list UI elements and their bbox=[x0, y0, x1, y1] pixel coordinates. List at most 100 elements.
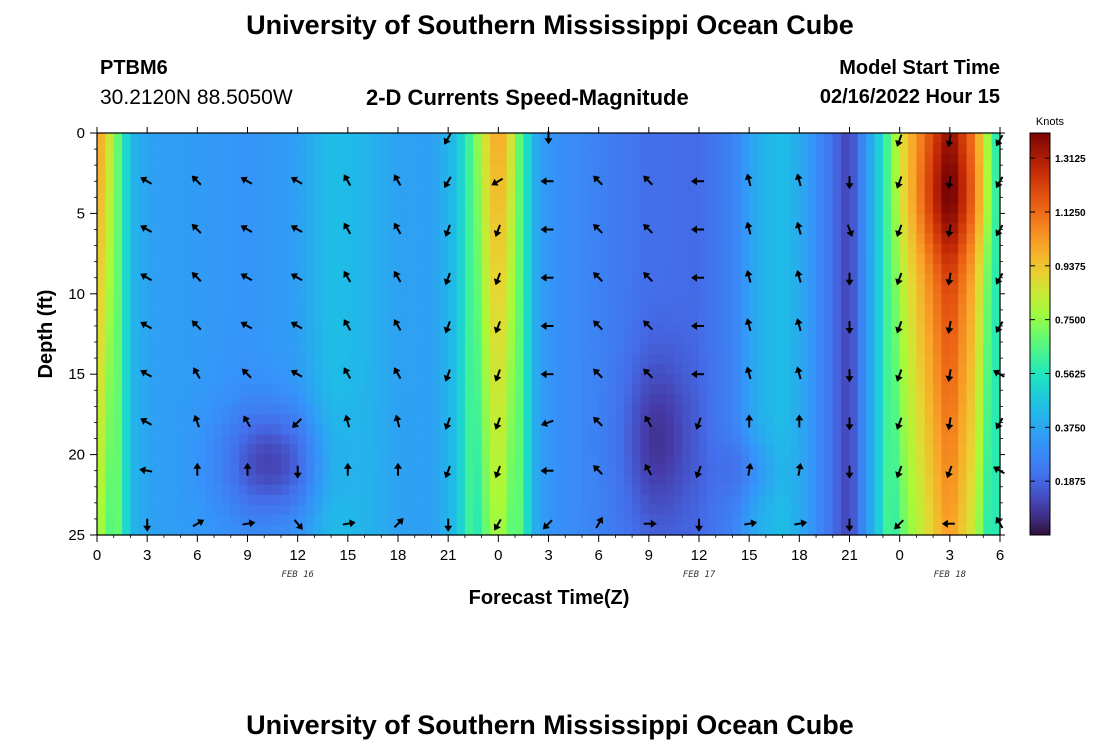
heatmap-cell bbox=[882, 514, 892, 526]
heatmap-cell bbox=[130, 163, 140, 174]
heatmap-cell bbox=[448, 514, 458, 526]
heatmap-cell bbox=[740, 213, 750, 225]
heatmap-cell bbox=[172, 273, 182, 285]
heatmap-cell bbox=[130, 253, 140, 265]
heatmap-cell bbox=[974, 153, 984, 164]
heatmap-cell bbox=[122, 444, 132, 456]
heatmap-cell bbox=[648, 153, 658, 164]
heatmap-cell bbox=[949, 193, 959, 204]
heatmap-cell bbox=[473, 153, 483, 164]
heatmap-cell bbox=[314, 394, 324, 405]
heatmap-cell bbox=[866, 404, 876, 415]
heatmap-cell bbox=[632, 273, 642, 285]
heatmap-cell bbox=[933, 334, 943, 345]
heatmap-cell bbox=[122, 514, 132, 526]
heatmap-cell bbox=[765, 183, 775, 194]
heatmap-cell bbox=[866, 283, 876, 295]
heatmap-cell bbox=[423, 273, 433, 285]
current-vector-arrow bbox=[795, 462, 804, 476]
current-vector-arrow bbox=[691, 322, 704, 330]
heatmap-cell bbox=[306, 414, 315, 426]
heatmap-cell bbox=[673, 344, 683, 355]
x-tick-label: 0 bbox=[895, 547, 903, 564]
heatmap-cell bbox=[381, 474, 391, 486]
heatmap-cell bbox=[498, 334, 508, 345]
heatmap-cell bbox=[523, 514, 533, 526]
heatmap-cell bbox=[857, 474, 867, 486]
heatmap-cell bbox=[749, 133, 759, 144]
heatmap-cell bbox=[322, 323, 332, 335]
heatmap-cell bbox=[239, 263, 249, 275]
heatmap-cell bbox=[548, 173, 558, 184]
heatmap-cell bbox=[657, 213, 667, 225]
heatmap-cell bbox=[155, 484, 165, 496]
heatmap-cell bbox=[807, 444, 817, 456]
heatmap-cell bbox=[331, 434, 341, 446]
heatmap-cell bbox=[214, 434, 224, 446]
heatmap-cell bbox=[640, 313, 650, 325]
heatmap-cell bbox=[414, 213, 424, 225]
heatmap-cell bbox=[648, 494, 658, 506]
heatmap-cell bbox=[280, 514, 290, 526]
heatmap-cell bbox=[640, 484, 650, 496]
heatmap-cell bbox=[958, 464, 968, 476]
heatmap-cell bbox=[322, 313, 332, 325]
heatmap-cell bbox=[673, 233, 683, 245]
heatmap-cell bbox=[707, 404, 717, 415]
heatmap-cell bbox=[439, 283, 449, 295]
heatmap-cell bbox=[398, 153, 407, 164]
heatmap-cell bbox=[389, 183, 399, 194]
heatmap-cell bbox=[130, 223, 140, 235]
heatmap-cell bbox=[540, 494, 550, 506]
heatmap-cell bbox=[97, 494, 106, 506]
heatmap-cell bbox=[924, 384, 934, 395]
heatmap-cell bbox=[949, 183, 959, 194]
heatmap-cell bbox=[715, 173, 725, 184]
heatmap-cell bbox=[949, 464, 959, 476]
heatmap-cell bbox=[933, 253, 943, 265]
heatmap-cell bbox=[874, 193, 884, 204]
heatmap-cell bbox=[163, 133, 173, 144]
heatmap-cell bbox=[356, 303, 366, 315]
heatmap-cell bbox=[264, 414, 274, 426]
heatmap-cell bbox=[941, 384, 951, 395]
heatmap-cell bbox=[581, 243, 591, 255]
heatmap-cell bbox=[105, 213, 115, 225]
heatmap-cell bbox=[790, 243, 800, 255]
heatmap-cell bbox=[389, 263, 399, 275]
heatmap-cell bbox=[724, 233, 734, 245]
heatmap-cell bbox=[147, 364, 157, 375]
current-vector-arrow bbox=[894, 519, 904, 530]
heatmap-cell bbox=[255, 233, 265, 245]
heatmap-cell bbox=[289, 283, 299, 295]
heatmap-cell bbox=[732, 203, 742, 214]
heatmap-cell bbox=[757, 374, 767, 385]
heatmap-cell bbox=[640, 434, 650, 446]
heatmap-cell bbox=[774, 484, 784, 496]
heatmap-cell bbox=[807, 334, 817, 345]
heatmap-cell bbox=[197, 323, 207, 335]
heatmap-cell bbox=[431, 313, 441, 325]
heatmap-cell bbox=[456, 444, 466, 456]
heatmap-cell bbox=[381, 404, 391, 415]
heatmap-cell bbox=[147, 334, 157, 345]
heatmap-cell bbox=[974, 464, 984, 476]
heatmap-cell bbox=[949, 213, 959, 225]
heatmap-cell bbox=[615, 364, 625, 375]
heatmap-cell bbox=[841, 143, 851, 154]
current-vector-arrow bbox=[393, 367, 402, 380]
heatmap-cell bbox=[565, 273, 575, 285]
heatmap-cell bbox=[172, 434, 182, 446]
heatmap-cell bbox=[724, 474, 734, 486]
heatmap-cell bbox=[899, 183, 909, 194]
heatmap-cell bbox=[255, 133, 265, 144]
heatmap-cell bbox=[498, 464, 508, 476]
heatmap-cell bbox=[983, 273, 993, 285]
heatmap-cell bbox=[289, 354, 299, 365]
heatmap-cell bbox=[966, 434, 976, 446]
heatmap-cell bbox=[306, 193, 315, 204]
heatmap-cell bbox=[682, 354, 692, 365]
heatmap-cell bbox=[406, 384, 416, 395]
heatmap-cell bbox=[540, 514, 550, 526]
heatmap-cell bbox=[774, 153, 784, 164]
